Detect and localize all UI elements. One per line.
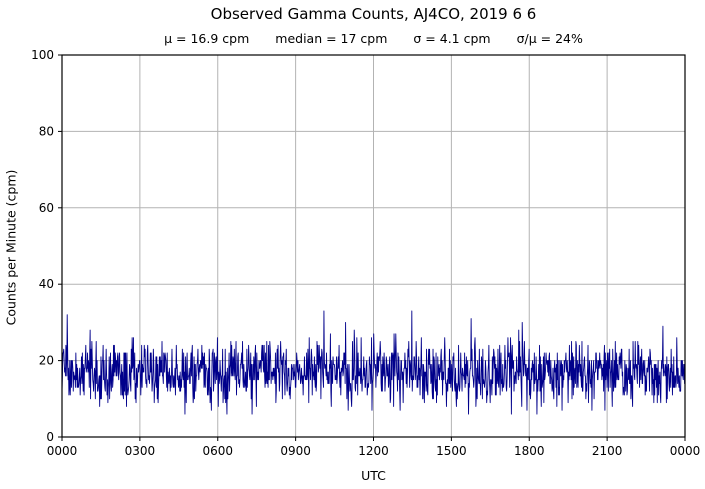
x-tick-label: 1500: [436, 444, 467, 458]
stat-mean: μ = 16.9 cpm: [164, 31, 250, 46]
x-tick-label: 2100: [592, 444, 623, 458]
x-tick-label: 0300: [125, 444, 156, 458]
y-tick-label: 100: [31, 48, 54, 62]
stat-median: median = 17 cpm: [275, 31, 388, 46]
series-layer: [61, 310, 686, 415]
x-axis-label: UTC: [361, 468, 386, 483]
y-tick-label: 40: [39, 277, 54, 291]
stat-sigma: σ = 4.1 cpm: [413, 31, 491, 46]
x-tick-label: 1800: [514, 444, 545, 458]
x-tick-label: 0000: [670, 444, 701, 458]
chart-subtitle: μ = 16.9 cpm median = 17 cpm σ = 4.1 cpm…: [62, 31, 685, 46]
chart-title: Observed Gamma Counts, AJ4CO, 2019 6 6: [210, 5, 537, 23]
x-tick-label: 0900: [280, 444, 311, 458]
x-tick-label: 0600: [202, 444, 233, 458]
y-tick-label: 20: [39, 354, 54, 368]
data-series-line: [61, 310, 686, 415]
tick-label-layer: 0000 0300 0600 0900 1200 1500 1800 2100 00000204…: [31, 48, 700, 458]
x-tick-label: 1200: [358, 444, 389, 458]
y-tick-label: 0: [46, 430, 54, 444]
stat-sigma-over-mu: σ/μ = 24%: [516, 31, 583, 46]
y-tick-label: 80: [39, 124, 54, 138]
x-tick-label: 0000: [47, 444, 78, 458]
axes-layer: [58, 54, 686, 441]
y-tick-label: 60: [39, 201, 54, 215]
